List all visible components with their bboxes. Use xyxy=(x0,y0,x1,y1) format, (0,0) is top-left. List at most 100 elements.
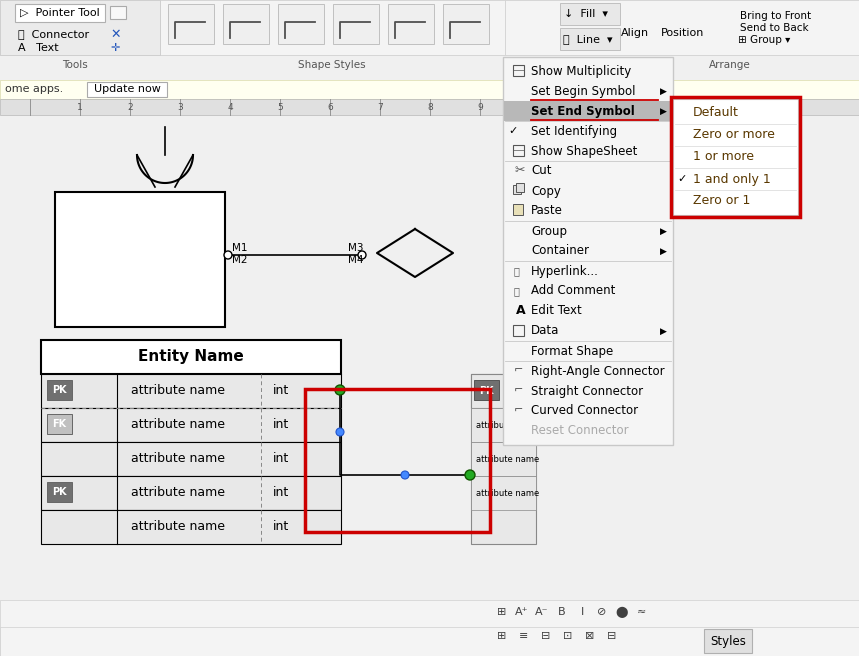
Bar xyxy=(471,408,536,442)
Text: M1: M1 xyxy=(232,243,247,253)
Bar xyxy=(41,442,341,476)
Text: Align: Align xyxy=(621,28,649,38)
Bar xyxy=(704,629,752,653)
Text: 〰  Line  ▾: 〰 Line ▾ xyxy=(563,34,612,44)
Text: Set Identifying: Set Identifying xyxy=(531,125,617,138)
Bar xyxy=(673,99,798,215)
Bar xyxy=(560,28,620,50)
Text: I: I xyxy=(581,607,583,617)
Text: ⊘: ⊘ xyxy=(597,607,606,617)
Text: Bring to Front: Bring to Front xyxy=(740,11,811,21)
Bar xyxy=(443,4,489,44)
Text: Edit Text: Edit Text xyxy=(531,304,582,318)
Text: ⊟: ⊟ xyxy=(541,631,551,641)
Bar xyxy=(15,4,105,22)
Bar xyxy=(168,4,214,44)
Text: ⬤: ⬤ xyxy=(616,606,628,617)
Bar xyxy=(160,0,505,55)
Bar xyxy=(474,380,499,400)
Text: Entity Name: Entity Name xyxy=(138,350,244,365)
Circle shape xyxy=(335,385,345,395)
Circle shape xyxy=(401,471,409,479)
Text: ↓  Fill  ▾: ↓ Fill ▾ xyxy=(564,9,608,19)
Bar xyxy=(47,380,72,400)
Text: 5: 5 xyxy=(277,102,283,112)
Text: 3: 3 xyxy=(177,102,183,112)
Bar xyxy=(333,4,379,44)
Bar xyxy=(55,192,225,327)
Text: int: int xyxy=(273,384,289,398)
Bar xyxy=(41,510,341,544)
Text: ⌐: ⌐ xyxy=(514,386,523,396)
Bar xyxy=(0,115,859,656)
Bar xyxy=(47,414,72,434)
Bar xyxy=(41,374,341,408)
Bar xyxy=(87,82,167,97)
Text: ⊞: ⊞ xyxy=(497,607,507,617)
Circle shape xyxy=(465,470,475,480)
Text: ✓: ✓ xyxy=(677,174,686,184)
Text: Cut: Cut xyxy=(531,165,551,178)
Bar xyxy=(41,408,341,442)
Text: attribute name: attribute name xyxy=(503,386,571,396)
Text: A⁺: A⁺ xyxy=(515,607,529,617)
Text: M2: M2 xyxy=(232,255,247,265)
Text: 9: 9 xyxy=(477,102,483,112)
Text: ⊞: ⊞ xyxy=(497,631,507,641)
Text: Paste: Paste xyxy=(531,205,563,218)
Text: int: int xyxy=(273,453,289,466)
Text: Curved Connector: Curved Connector xyxy=(531,405,638,417)
Text: 💬: 💬 xyxy=(514,286,520,296)
Text: PK: PK xyxy=(52,385,66,395)
Text: int: int xyxy=(273,520,289,533)
Bar xyxy=(388,4,434,44)
Text: ⊡: ⊡ xyxy=(564,631,573,641)
Bar xyxy=(503,57,673,445)
Text: Straight Connector: Straight Connector xyxy=(531,384,643,398)
Bar xyxy=(110,6,126,19)
Text: Zero or more: Zero or more xyxy=(693,129,775,142)
Text: A⁻: A⁻ xyxy=(535,607,549,617)
Bar xyxy=(305,389,490,532)
Text: attribute name: attribute name xyxy=(131,384,225,398)
Text: attribute name: attribute name xyxy=(476,420,539,430)
Bar xyxy=(0,627,859,656)
Text: ⊠: ⊠ xyxy=(585,631,594,641)
Bar xyxy=(0,600,859,656)
Text: 1 or more: 1 or more xyxy=(693,150,754,163)
Text: Add Comment: Add Comment xyxy=(531,285,615,298)
Text: ▶: ▶ xyxy=(660,226,667,236)
Text: Styles: Styles xyxy=(710,634,746,647)
Text: 1 and only 1: 1 and only 1 xyxy=(693,173,771,186)
Bar xyxy=(0,0,160,55)
Text: ≡: ≡ xyxy=(520,631,528,641)
Circle shape xyxy=(336,428,344,436)
Text: ▶: ▶ xyxy=(660,247,667,255)
Bar xyxy=(505,0,859,55)
Text: ▶: ▶ xyxy=(660,87,667,96)
Text: ⊞ Group ▾: ⊞ Group ▾ xyxy=(738,35,790,45)
Text: ▶: ▶ xyxy=(660,106,667,115)
Text: Default: Default xyxy=(693,106,739,119)
Text: Update now: Update now xyxy=(94,84,161,94)
Text: 8: 8 xyxy=(427,102,433,112)
Text: Send to Back: Send to Back xyxy=(740,23,808,33)
Text: ▶: ▶ xyxy=(660,327,667,335)
Text: ⊟: ⊟ xyxy=(607,631,617,641)
Text: Reset Connector: Reset Connector xyxy=(531,424,629,438)
Text: attribute name: attribute name xyxy=(131,520,225,533)
Text: Group: Group xyxy=(531,224,567,237)
Text: ✛: ✛ xyxy=(110,43,119,53)
Text: attribute name: attribute name xyxy=(131,419,225,432)
Text: Set Begin Symbol: Set Begin Symbol xyxy=(531,85,636,98)
Text: Position: Position xyxy=(661,28,704,38)
Text: Zero or 1: Zero or 1 xyxy=(693,194,751,207)
Bar xyxy=(513,65,524,76)
Text: A   Text: A Text xyxy=(18,43,58,53)
Bar xyxy=(513,204,523,215)
Text: Copy: Copy xyxy=(531,184,561,197)
Text: Data: Data xyxy=(531,325,559,337)
Text: 1: 1 xyxy=(77,102,82,112)
Text: Show Multiplicity: Show Multiplicity xyxy=(531,64,631,77)
Text: ⬜  Connector: ⬜ Connector xyxy=(18,29,89,39)
